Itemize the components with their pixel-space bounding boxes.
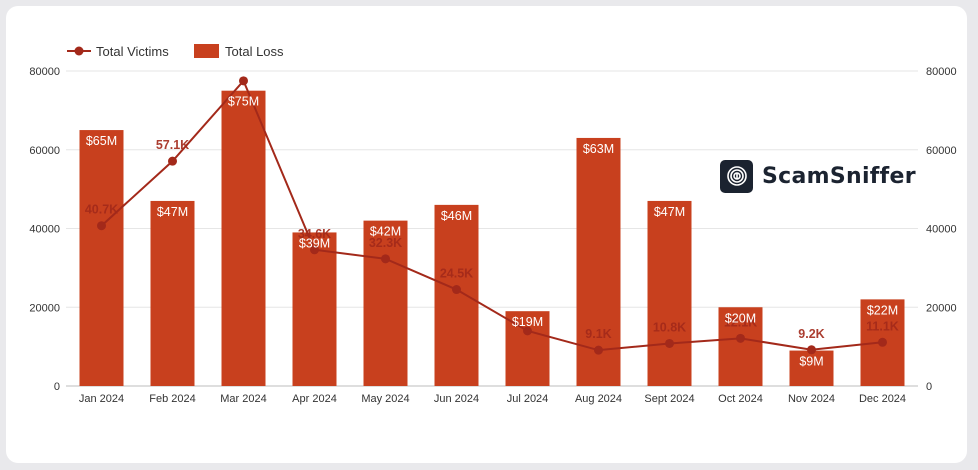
bar (789, 350, 834, 386)
bar (434, 204, 479, 386)
victims-data-label: 57.1K (156, 138, 189, 152)
bar (79, 130, 124, 386)
legend-label-victims: Total Victims (96, 44, 169, 59)
victims-point (736, 333, 745, 343)
victims-data-label: 40.7K (85, 203, 118, 217)
y-left-tick-label: 20000 (29, 302, 60, 314)
x-tick-label: Nov 2024 (788, 393, 835, 405)
bar-data-label: $47M (654, 205, 685, 219)
legend-bar-swatch (194, 44, 219, 58)
bar-data-label: $42M (370, 225, 401, 239)
victims-data-label: 10.8K (653, 320, 686, 334)
victims-data-label: 32.3K (369, 236, 402, 250)
x-tick-label: Sept 2024 (644, 393, 694, 405)
victims-line (100, 78, 883, 352)
bar-data-label: $65M (86, 134, 117, 148)
bar-data-label: $39M (299, 236, 330, 250)
x-tick-label: Dec 2024 (859, 393, 906, 405)
y-left-tick-label: 80000 (29, 66, 60, 78)
victims-point (381, 254, 390, 264)
x-tick-label: Apr 2024 (292, 393, 337, 405)
bar-data-label: $22M (867, 303, 898, 317)
bar (505, 311, 550, 386)
victims-point (168, 156, 177, 166)
bar (576, 137, 621, 386)
victims-point (310, 245, 319, 255)
y-right-tick-label: 80000 (926, 66, 957, 78)
x-tick-label: Mar 2024 (220, 393, 266, 405)
bar-data-label: $9M (799, 355, 823, 369)
chart-card: 0 20000 40000 60000 80000 0 20000 40000 60000 800… (6, 6, 967, 463)
victims-point (523, 326, 532, 336)
bar-data-label: $47M (157, 205, 188, 219)
y-right-tick-label: 20000 (926, 302, 957, 314)
y-left-tick-label: 40000 (29, 224, 60, 236)
bar-data-label: $46M (441, 209, 472, 223)
victims-point (878, 337, 887, 347)
bar-data-label: $20M (725, 311, 756, 325)
legend-label-loss: Total Loss (225, 44, 284, 59)
victims-data-label: 24.5K (440, 267, 473, 281)
y-right-tick-label: 40000 (926, 224, 957, 236)
victims-point (594, 345, 603, 355)
x-tick-label: Jul 2024 (507, 393, 549, 405)
x-tick-label: Jan 2024 (79, 393, 124, 405)
bar-data-label: $75M (228, 95, 259, 109)
y-left-tick-label: 60000 (29, 145, 60, 157)
y-left-tick-label: 0 (54, 381, 60, 393)
victims-data-label: 9.1K (585, 327, 611, 341)
x-tick-label: Jun 2024 (434, 393, 479, 405)
y-right-tick-label: 0 (926, 381, 932, 393)
brand-logo: ScamSniffer (720, 159, 916, 193)
legend-line-marker (74, 46, 84, 56)
y-right-tick-label: 60000 (926, 145, 957, 157)
bar-data-label: $63M (583, 142, 614, 156)
x-tick-label: Feb 2024 (149, 393, 195, 405)
bar (292, 232, 337, 386)
victims-data-label: 34.6K (298, 227, 331, 241)
bar (363, 220, 408, 386)
x-tick-label: May 2024 (361, 393, 409, 405)
victims-point (807, 345, 816, 355)
bar (718, 307, 763, 386)
bar (221, 90, 266, 386)
bar-data-label: $19M (512, 315, 543, 329)
victims-point (97, 221, 106, 231)
victims-data-label: 12.1K (724, 315, 757, 329)
chart-canvas: 0 20000 40000 60000 80000 0 20000 40000 60000 800… (29, 44, 957, 405)
victims-point (239, 76, 248, 86)
brand-name: ScamSniffer (762, 163, 916, 189)
x-tick-label: Oct 2024 (718, 393, 763, 405)
fingerprint-icon (720, 159, 753, 193)
victims-point (665, 338, 674, 348)
victims-point (452, 285, 461, 295)
victims-data-label: 9.2K (798, 327, 824, 341)
bar (647, 200, 692, 386)
x-tick-label: Aug 2024 (575, 393, 622, 405)
bar (150, 200, 195, 386)
victims-data-label: 11.1K (866, 319, 899, 333)
